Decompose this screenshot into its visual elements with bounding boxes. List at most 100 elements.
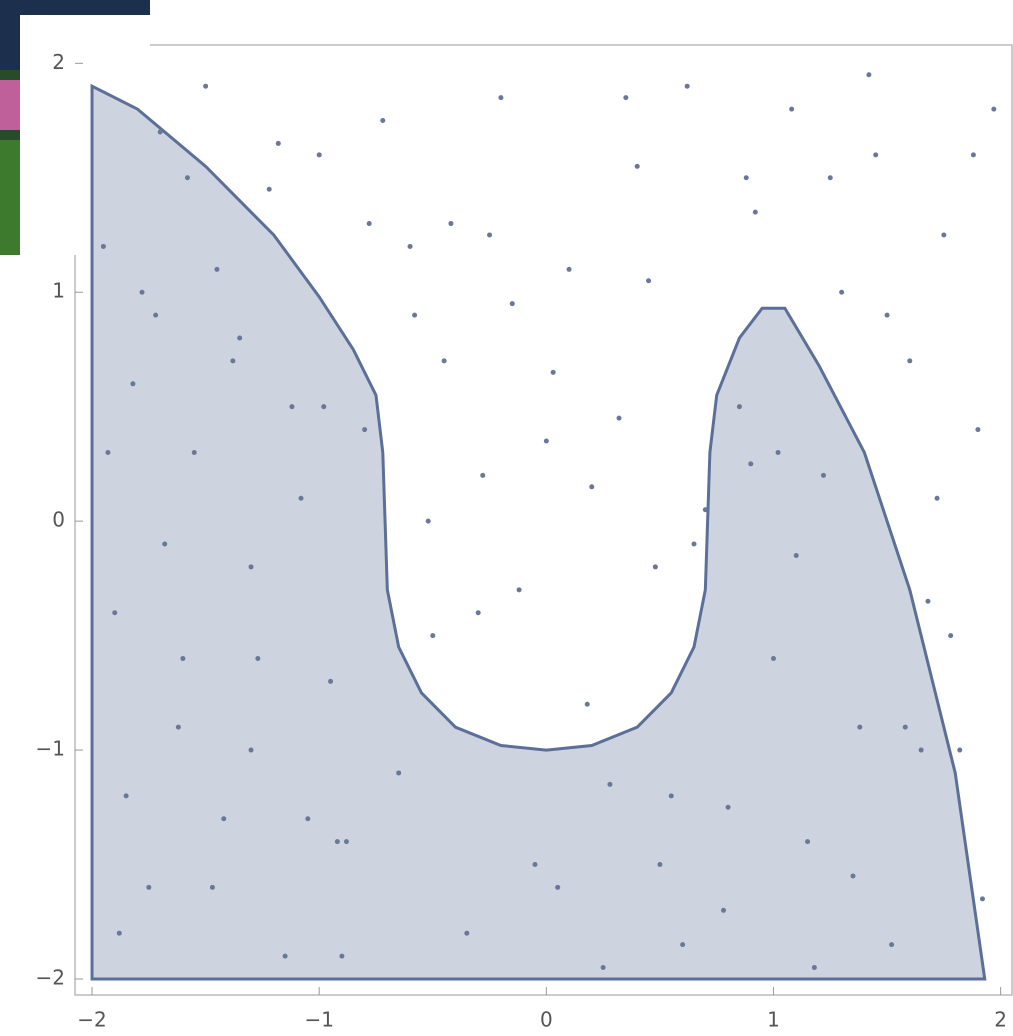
point bbox=[334, 839, 340, 845]
point bbox=[668, 793, 674, 799]
point bbox=[850, 873, 856, 879]
y-tick-label: 1 bbox=[52, 279, 65, 303]
point bbox=[827, 175, 833, 181]
point bbox=[237, 335, 243, 341]
point bbox=[752, 209, 758, 215]
point bbox=[475, 610, 481, 616]
point bbox=[584, 701, 590, 707]
point bbox=[112, 610, 118, 616]
point bbox=[820, 472, 826, 478]
point bbox=[907, 358, 913, 364]
point bbox=[684, 83, 690, 89]
point bbox=[657, 862, 663, 868]
x-tick-label: 1 bbox=[767, 1008, 780, 1032]
point bbox=[589, 484, 595, 490]
point bbox=[839, 289, 845, 295]
point bbox=[857, 724, 863, 730]
point bbox=[600, 965, 606, 971]
y-tick-label: −2 bbox=[36, 965, 65, 989]
point bbox=[316, 152, 322, 158]
point bbox=[480, 472, 486, 478]
point bbox=[873, 152, 879, 158]
point bbox=[105, 449, 111, 455]
point bbox=[736, 404, 742, 410]
point bbox=[162, 541, 168, 547]
point bbox=[123, 793, 129, 799]
point bbox=[266, 186, 272, 192]
point bbox=[866, 72, 872, 78]
point bbox=[362, 427, 368, 433]
point bbox=[221, 816, 227, 822]
point bbox=[298, 495, 304, 501]
point bbox=[925, 598, 931, 604]
point bbox=[532, 862, 538, 868]
point bbox=[139, 289, 145, 295]
point bbox=[130, 381, 136, 387]
point bbox=[321, 404, 327, 410]
point bbox=[487, 232, 493, 238]
point bbox=[550, 369, 556, 375]
point bbox=[884, 312, 890, 318]
y-tick-label: 2 bbox=[52, 50, 65, 74]
point bbox=[146, 884, 152, 890]
point bbox=[248, 564, 254, 570]
point bbox=[339, 953, 345, 959]
point bbox=[748, 461, 754, 467]
x-tick-label: 2 bbox=[994, 1008, 1007, 1032]
point bbox=[343, 839, 349, 845]
point bbox=[634, 163, 640, 169]
x-tick-label: −1 bbox=[304, 1008, 333, 1032]
point bbox=[889, 942, 895, 948]
point bbox=[616, 415, 622, 421]
point bbox=[770, 655, 776, 661]
point bbox=[248, 747, 254, 753]
point bbox=[941, 232, 947, 238]
point bbox=[180, 655, 186, 661]
point bbox=[691, 541, 697, 547]
point bbox=[948, 633, 954, 639]
point bbox=[623, 95, 629, 101]
point bbox=[441, 358, 447, 364]
point bbox=[366, 221, 372, 227]
point bbox=[957, 747, 963, 753]
point bbox=[464, 930, 470, 936]
point bbox=[934, 495, 940, 501]
point bbox=[184, 175, 190, 181]
point bbox=[516, 587, 522, 593]
point bbox=[116, 930, 122, 936]
point bbox=[157, 129, 163, 135]
point bbox=[991, 106, 997, 112]
point bbox=[902, 724, 908, 730]
point bbox=[100, 243, 106, 249]
y-tick-label: 0 bbox=[52, 508, 65, 532]
point bbox=[214, 266, 220, 272]
point bbox=[789, 106, 795, 112]
point bbox=[328, 678, 334, 684]
point bbox=[305, 816, 311, 822]
point bbox=[203, 83, 209, 89]
point bbox=[652, 564, 658, 570]
point bbox=[743, 175, 749, 181]
point bbox=[275, 140, 281, 146]
point bbox=[191, 449, 197, 455]
point bbox=[680, 942, 686, 948]
point bbox=[412, 312, 418, 318]
point bbox=[805, 839, 811, 845]
point bbox=[282, 953, 288, 959]
point bbox=[725, 804, 731, 810]
point bbox=[407, 243, 413, 249]
point bbox=[498, 95, 504, 101]
point bbox=[918, 747, 924, 753]
point bbox=[702, 507, 708, 513]
point bbox=[607, 781, 613, 787]
point bbox=[979, 896, 985, 902]
point bbox=[430, 633, 436, 639]
point bbox=[775, 449, 781, 455]
point bbox=[425, 518, 431, 524]
point bbox=[721, 907, 727, 913]
point bbox=[646, 278, 652, 284]
x-tick-label: −2 bbox=[77, 1008, 106, 1032]
point bbox=[396, 770, 402, 776]
point bbox=[793, 552, 799, 558]
